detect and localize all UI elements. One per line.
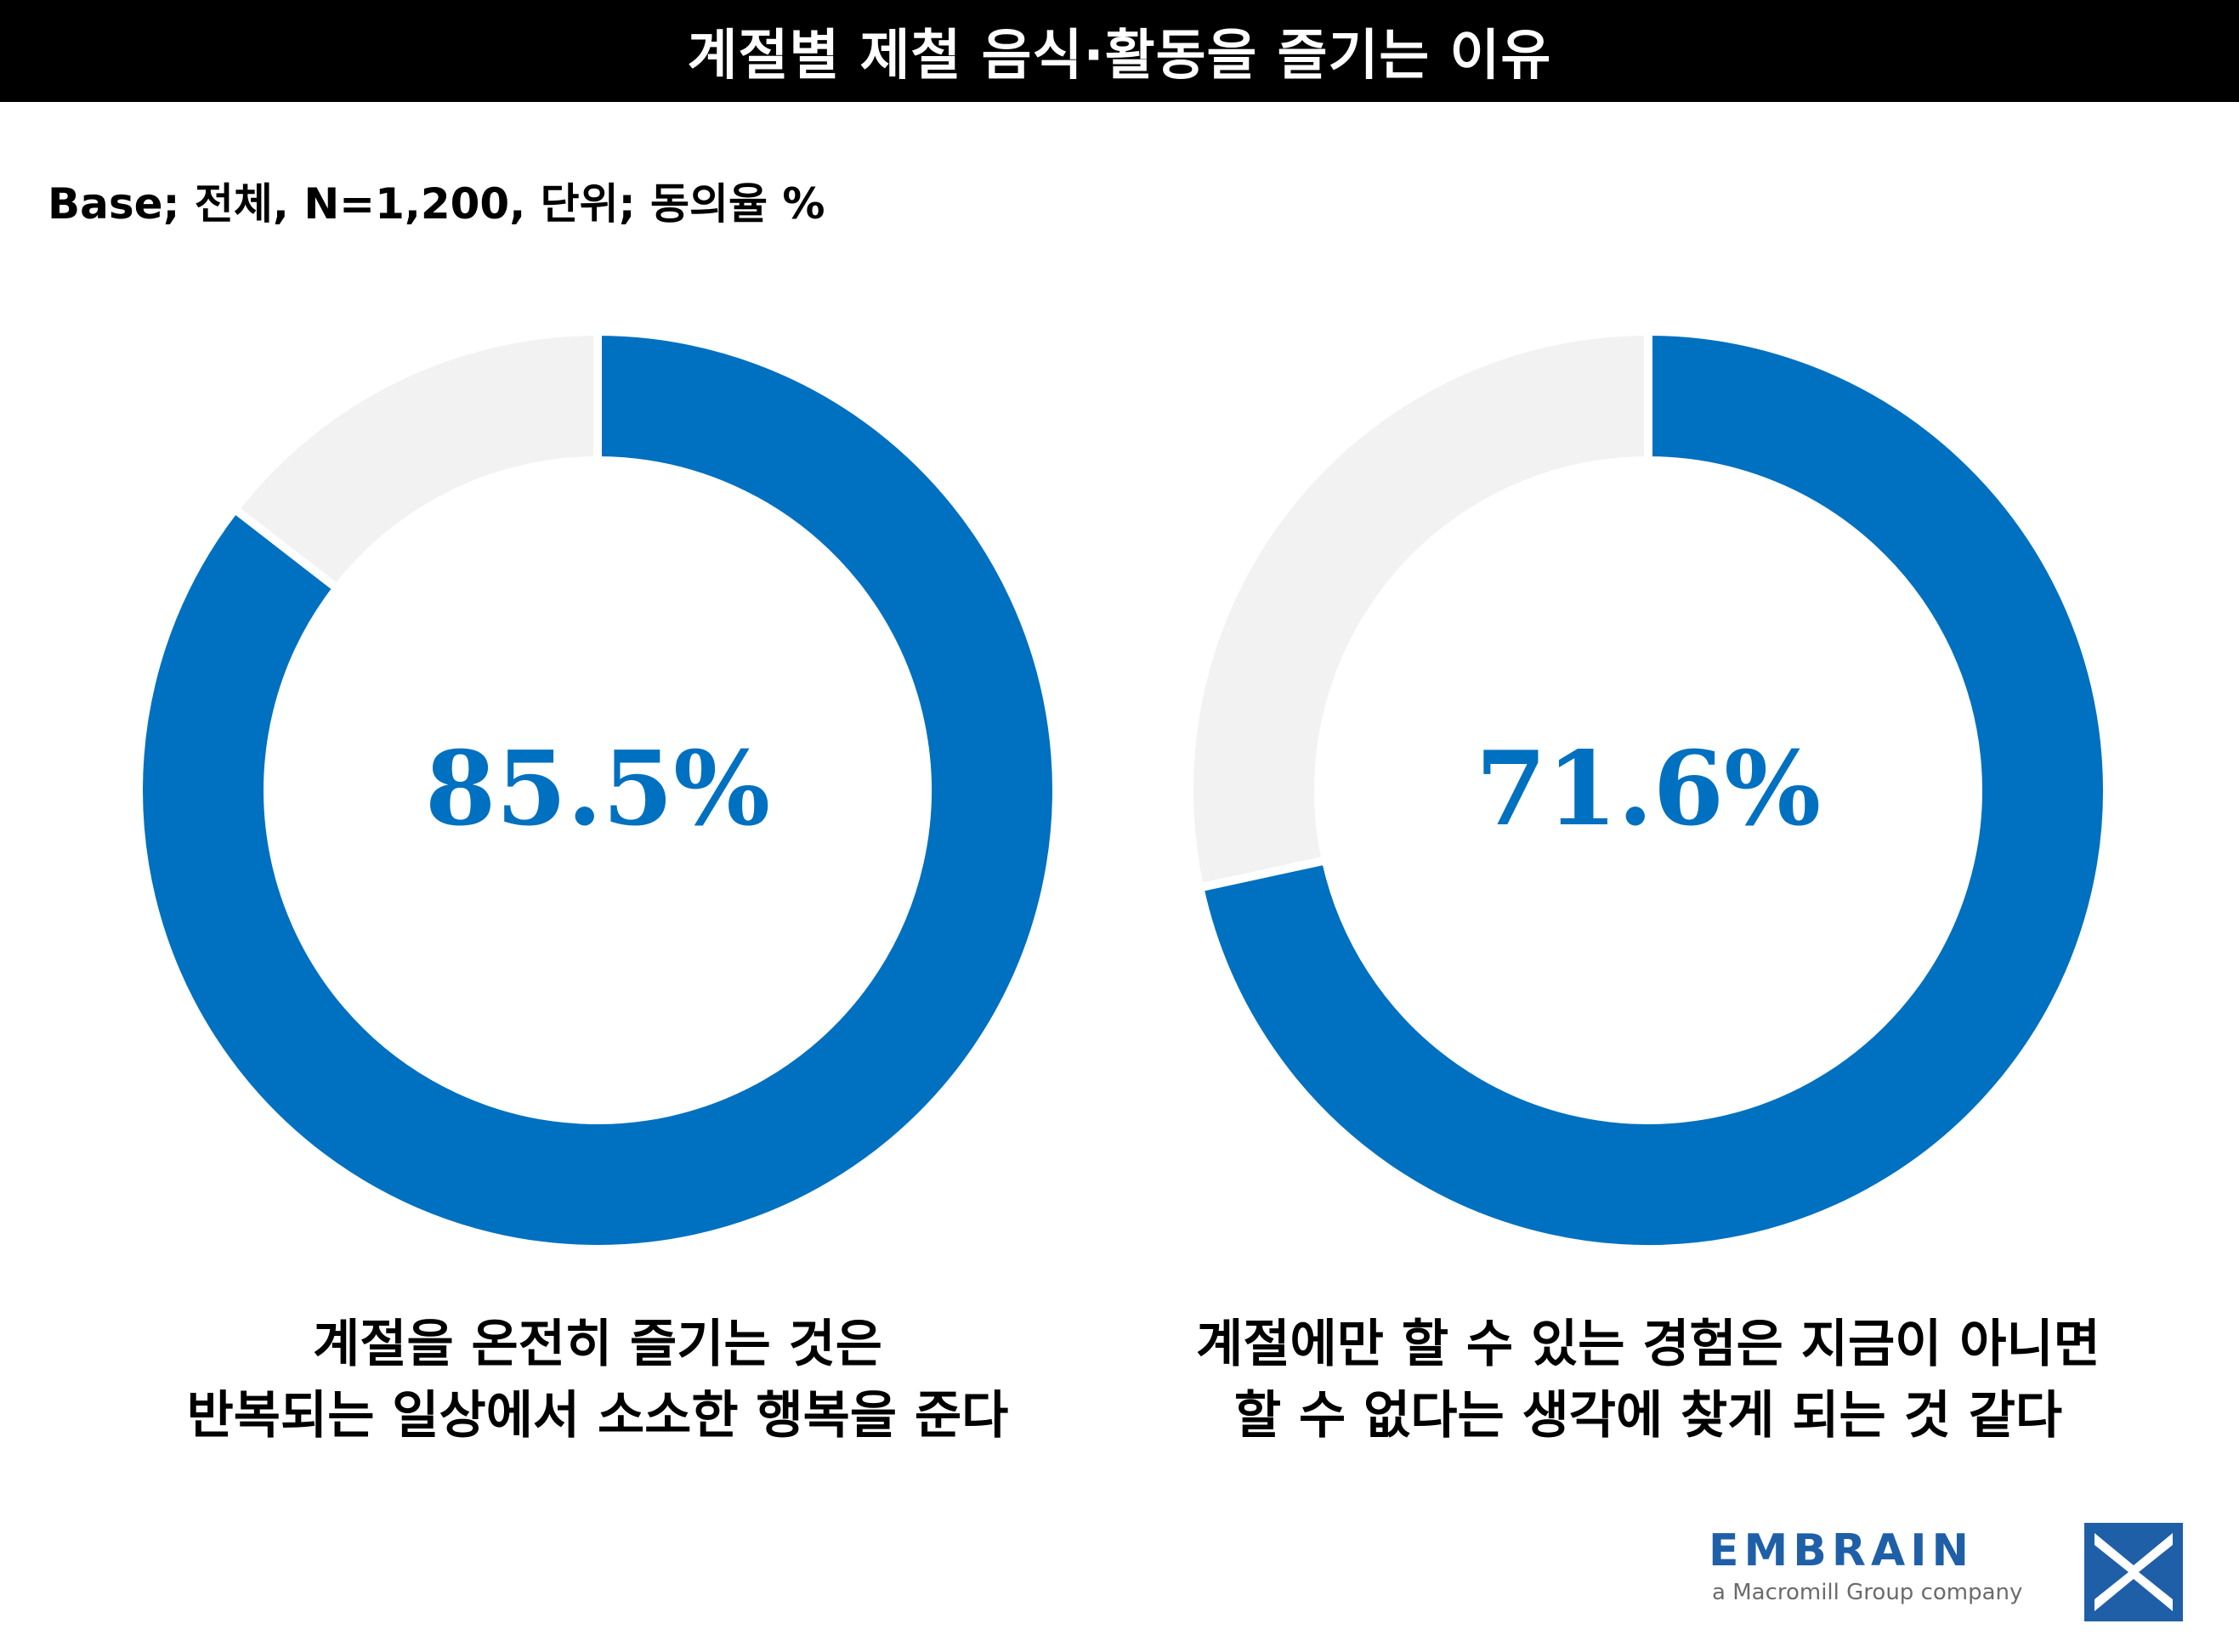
donut-1-slice-remainder [229,326,602,595]
donut-chart-1-svg: 85.5% [134,326,1061,1253]
donut-1-center-value: 85.5% [425,729,770,849]
donut-2-caption-line-2: 할 수 없다는 생각에 찾게 되는 것 같다 [1233,1386,2063,1446]
title-bar: 계절별 제철 음식·활동을 즐기는 이유 [0,0,2239,102]
logo-tagline: a Macromill Group company [1712,1580,2023,1605]
donut-2-caption-line-1: 계절에만 할 수 있는 경험은 지금이 아니면 [1196,1315,2100,1374]
donut-1-caption: 계절을 온전히 즐기는 것은 반복되는 일상에서 소소한 행복을 준다 [62,1309,1133,1451]
donut-1-caption-line-2: 반복되는 일상에서 소소한 행복을 준다 [186,1386,1009,1446]
donut-1-slice-agree [134,326,1061,1253]
donut-2-slice-remainder [1185,326,1652,893]
donut-1-caption-line-1: 계절을 온전히 즐기는 것은 [313,1315,882,1374]
base-note: Base; 전체, N=1,200, 단위; 동의율 % [48,179,825,229]
logo-wordmark: EMBRAIN [1709,1525,1975,1576]
donut-chart-2: 71.6% [1181,323,2116,1258]
chart-title: 계절별 제철 음식·활동을 즐기는 이유 [687,25,1552,88]
donut-chart-1: 85.5% [130,323,1065,1258]
donut-2-center-value: 71.6% [1476,729,1821,849]
donut-2-slice-agree [1194,326,2111,1253]
logo-mark-shape [2094,1533,2173,1611]
donut-chart-2-svg: 71.6% [1185,326,2111,1253]
donut-2-caption: 계절에만 할 수 있는 경험은 지금이 아니면 할 수 없다는 생각에 찾게 되… [1113,1309,2184,1451]
embrain-logo: EMBRAIN a Macromill Group company [1709,1525,2185,1619]
embrain-logo-mark-icon [2083,1521,2185,1623]
